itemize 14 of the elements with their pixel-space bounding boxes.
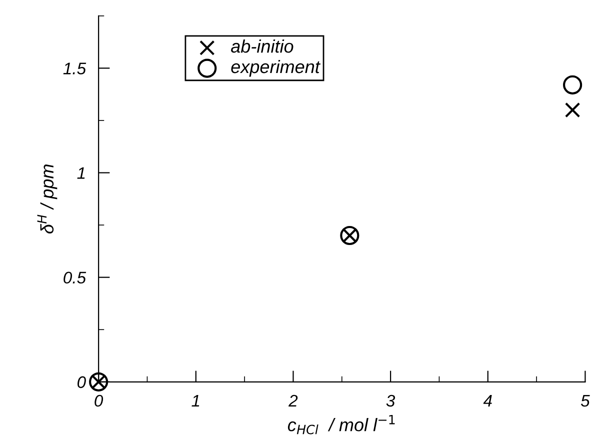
x-axis-title: c$_{HCl}$ / mol l$^{−1}$ [288,415,395,434]
x-tick-label: 5 [580,395,590,407]
x-tick-label: 0 [94,394,104,407]
x-tick-label: 2 [288,394,298,406]
y-axis-title: δ$^{H}$ / ppm [37,164,58,234]
legend-label: experiment [231,60,321,77]
y-tick-label: 0 [78,376,86,388]
x-tick-label: 4 [483,395,492,406]
x-tick-label: 1 [192,395,200,406]
x-tick-label: 3 [386,394,396,407]
legend-label: ab-initio [230,39,294,53]
y-tick-label: 1 [77,167,85,179]
y-tick-label: 0.5 [64,272,86,284]
y-tick-label: 1.5 [63,62,86,74]
